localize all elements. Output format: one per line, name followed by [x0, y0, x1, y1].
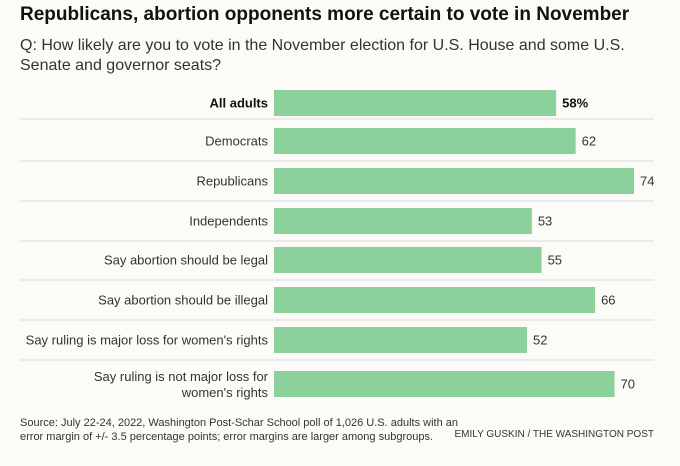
category-label: Republicans — [196, 174, 268, 189]
source-note: Source: July 22-24, 2022, Washington Pos… — [20, 417, 459, 443]
bar-chart: All adults 58% Democrats 62 Republicans 74 Ind… — [20, 90, 654, 400]
category-label: Independents — [189, 214, 268, 229]
category-label: Say abortion should be illegal — [98, 293, 268, 308]
bar — [274, 327, 527, 353]
bar — [274, 90, 557, 116]
value-label: 74 — [640, 174, 654, 189]
credit-line: EMILY GUSKIN / THE WASHINGTON POST — [454, 429, 654, 440]
bar — [274, 247, 542, 273]
category-label: Say ruling is not major loss for women's … — [94, 369, 269, 400]
category-label: Democrats — [205, 134, 268, 149]
value-label: 58% — [562, 96, 588, 111]
category-label: Say abortion should be legal — [104, 253, 268, 268]
value-label: 52 — [533, 333, 547, 348]
bar — [274, 287, 596, 313]
category-label: Say ruling is major loss for women's rig… — [26, 333, 269, 348]
value-label: 62 — [582, 134, 596, 149]
value-label: 53 — [538, 214, 552, 229]
bar — [274, 128, 576, 154]
value-label: 70 — [621, 377, 635, 392]
bar — [274, 168, 634, 194]
value-label: 66 — [601, 293, 615, 308]
category-label: All adults — [209, 96, 268, 111]
value-label: 55 — [548, 253, 562, 268]
chart-title: Republicans, abortion opponents more cer… — [20, 4, 630, 25]
chart-subtitle: Q: How likely are you to vote in the Nov… — [20, 37, 625, 74]
bar — [274, 371, 615, 397]
bar — [274, 208, 532, 234]
